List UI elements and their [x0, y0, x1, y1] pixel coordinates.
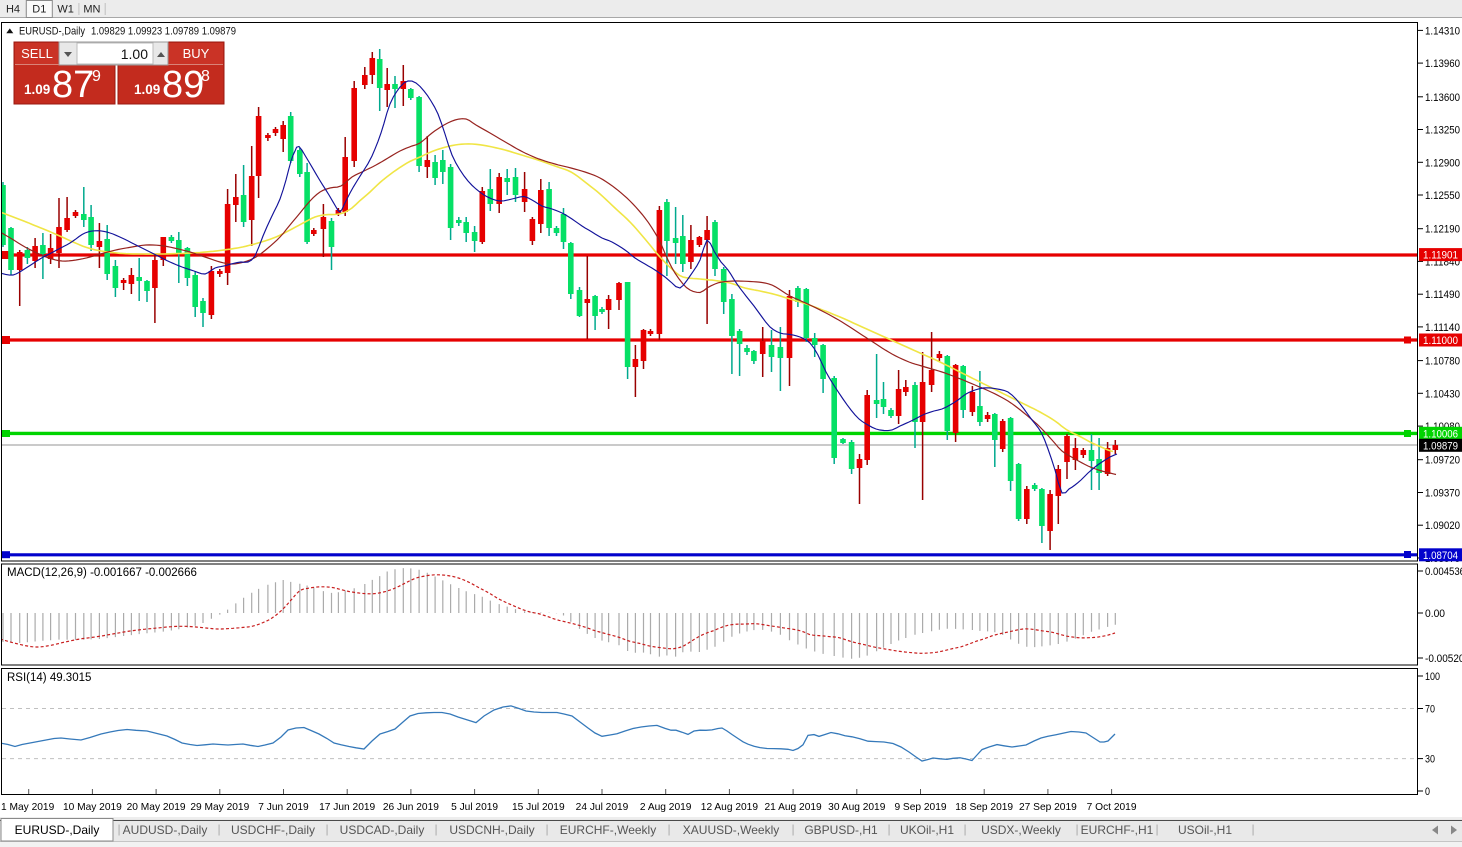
svg-text:1.11140: 1.11140	[1425, 322, 1460, 334]
svg-text:1.11901: 1.11901	[1423, 250, 1458, 262]
svg-text:1.13960: 1.13960	[1425, 58, 1460, 70]
svg-text:9: 9	[92, 68, 101, 85]
svg-text:7 Oct 2019: 7 Oct 2019	[1087, 802, 1137, 813]
svg-text:1.11490: 1.11490	[1425, 289, 1460, 301]
svg-text:1.13600: 1.13600	[1425, 92, 1460, 104]
svg-text:0: 0	[1425, 786, 1430, 798]
svg-text:1.14310: 1.14310	[1425, 25, 1460, 37]
svg-text:|: |	[1155, 822, 1158, 836]
svg-text:24 Jul 2019: 24 Jul 2019	[576, 802, 629, 813]
svg-text:1.00: 1.00	[121, 46, 148, 62]
svg-text:MN: MN	[83, 4, 100, 16]
svg-text:1.09: 1.09	[134, 82, 160, 97]
svg-text:SELL: SELL	[21, 46, 53, 61]
svg-text:|: |	[545, 822, 548, 836]
svg-text:|: |	[667, 822, 670, 836]
svg-text:USDCNH-,Daily: USDCNH-,Daily	[449, 823, 534, 837]
svg-text:89: 89	[162, 64, 204, 106]
svg-text:30 Aug 2019: 30 Aug 2019	[828, 802, 886, 813]
svg-text:EURUSD-,Daily: EURUSD-,Daily	[15, 823, 100, 837]
svg-text:2 Aug 2019: 2 Aug 2019	[640, 802, 692, 813]
svg-text:1.12550: 1.12550	[1425, 190, 1460, 202]
svg-text:BUY: BUY	[183, 46, 210, 61]
svg-text:27 Sep 2019: 27 Sep 2019	[1019, 802, 1077, 813]
svg-text:|: |	[1075, 822, 1078, 836]
svg-text:1.12900: 1.12900	[1425, 157, 1460, 169]
svg-text:15 Jul 2019: 15 Jul 2019	[512, 802, 565, 813]
svg-text:-0.005205: -0.005205	[1425, 653, 1462, 665]
svg-text:AUDUSD-,Daily: AUDUSD-,Daily	[123, 823, 208, 837]
svg-text:USDCHF-,Daily: USDCHF-,Daily	[231, 823, 315, 837]
svg-text:1.10430: 1.10430	[1425, 388, 1460, 400]
svg-text:1.12190: 1.12190	[1425, 224, 1460, 236]
svg-text:12 Aug 2019: 12 Aug 2019	[701, 802, 759, 813]
svg-text:18 Sep 2019: 18 Sep 2019	[955, 802, 1013, 813]
svg-text:0.004536: 0.004536	[1425, 566, 1462, 578]
svg-text:9 Sep 2019: 9 Sep 2019	[894, 802, 946, 813]
svg-text:|: |	[217, 822, 220, 836]
svg-text:1.11000: 1.11000	[1423, 335, 1458, 347]
svg-text:H4: H4	[6, 4, 20, 16]
svg-text:EURCHF-,H1: EURCHF-,H1	[1081, 823, 1154, 837]
svg-text:1.09829 1.09923 1.09789 1.0987: 1.09829 1.09923 1.09789 1.09879	[91, 26, 236, 38]
svg-text:USDCAD-,Daily: USDCAD-,Daily	[340, 823, 425, 837]
svg-text:1.13250: 1.13250	[1425, 125, 1460, 137]
svg-text:|: |	[791, 822, 794, 836]
svg-text:1.09370: 1.09370	[1425, 488, 1460, 500]
svg-text:D1: D1	[32, 4, 46, 16]
svg-text:26 Jun 2019: 26 Jun 2019	[383, 802, 439, 813]
svg-text:1 May 2019: 1 May 2019	[1, 802, 55, 813]
svg-text:USDX-,Weekly: USDX-,Weekly	[981, 823, 1061, 837]
svg-text:5 Jul 2019: 5 Jul 2019	[451, 802, 498, 813]
svg-text:|: |	[1251, 822, 1254, 836]
svg-text:21 Aug 2019: 21 Aug 2019	[764, 802, 822, 813]
svg-text:MACD(12,26,9) -0.001667 -0.002: MACD(12,26,9) -0.001667 -0.002666	[7, 567, 197, 579]
svg-text:UKOil-,H1: UKOil-,H1	[900, 823, 954, 837]
svg-text:USOil-,H1: USOil-,H1	[1178, 823, 1232, 837]
svg-text:|: |	[117, 822, 120, 836]
svg-text:|: |	[434, 822, 437, 836]
svg-text:10 May 2019: 10 May 2019	[63, 802, 122, 813]
svg-text:EURCHF-,Weekly: EURCHF-,Weekly	[560, 823, 656, 837]
svg-text:70: 70	[1425, 704, 1435, 716]
svg-text:29 May 2019: 29 May 2019	[190, 802, 249, 813]
svg-text:RSI(14) 49.3015: RSI(14) 49.3015	[7, 672, 91, 684]
svg-text:8: 8	[201, 68, 210, 85]
svg-text:1.09020: 1.09020	[1425, 520, 1460, 532]
svg-text:30: 30	[1425, 754, 1435, 766]
svg-text:GBPUSD-,H1: GBPUSD-,H1	[804, 823, 878, 837]
svg-text:W1: W1	[57, 4, 74, 16]
svg-text:|: |	[325, 822, 328, 836]
svg-text:7 Jun 2019: 7 Jun 2019	[258, 802, 309, 813]
svg-text:1.08704: 1.08704	[1423, 550, 1458, 562]
svg-text:17 Jun 2019: 17 Jun 2019	[319, 802, 375, 813]
svg-text:|: |	[963, 822, 966, 836]
svg-text:|: |	[887, 822, 890, 836]
svg-text:EURUSD-,Daily: EURUSD-,Daily	[19, 26, 86, 38]
svg-text:0.00: 0.00	[1425, 608, 1445, 620]
svg-text:1.09720: 1.09720	[1425, 455, 1460, 467]
svg-text:87: 87	[52, 64, 94, 106]
svg-text:20 May 2019: 20 May 2019	[127, 802, 186, 813]
svg-text:XAUUSD-,Weekly: XAUUSD-,Weekly	[683, 823, 779, 837]
svg-text:1.10006: 1.10006	[1423, 428, 1458, 440]
svg-text:100: 100	[1425, 671, 1440, 683]
svg-text:1.09879: 1.09879	[1423, 440, 1458, 452]
svg-text:1.10780: 1.10780	[1425, 356, 1460, 368]
svg-text:1.09: 1.09	[24, 82, 50, 97]
